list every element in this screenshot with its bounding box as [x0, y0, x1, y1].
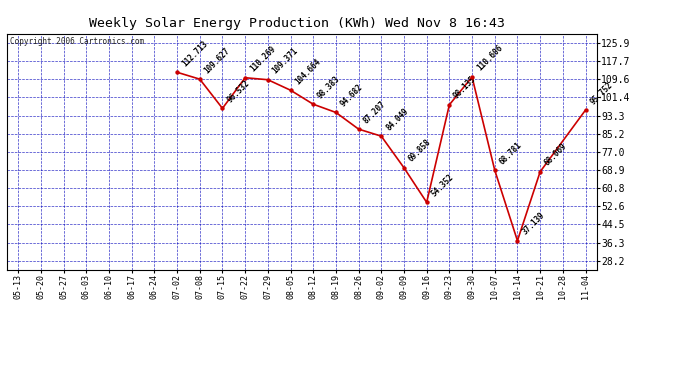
- Text: 109.627: 109.627: [203, 46, 232, 75]
- Point: [217, 105, 228, 111]
- Point: [353, 126, 364, 132]
- Point: [580, 107, 591, 113]
- Point: [421, 200, 432, 206]
- Text: 104.664: 104.664: [293, 57, 322, 86]
- Text: 95.752: 95.752: [589, 80, 614, 106]
- Point: [195, 76, 206, 82]
- Text: 110.269: 110.269: [248, 44, 277, 74]
- Text: 84.049: 84.049: [384, 106, 410, 132]
- Point: [239, 75, 250, 81]
- Text: 110.606: 110.606: [475, 44, 504, 73]
- Point: [489, 167, 500, 173]
- Point: [466, 74, 477, 80]
- Point: [535, 169, 546, 175]
- Point: [331, 110, 342, 116]
- Point: [398, 165, 409, 171]
- Text: 37.139: 37.139: [520, 211, 546, 237]
- Point: [512, 238, 523, 244]
- Point: [444, 102, 455, 108]
- Point: [285, 87, 296, 93]
- Text: 112.713: 112.713: [180, 39, 209, 68]
- Text: 68.781: 68.781: [497, 140, 524, 166]
- Text: 69.858: 69.858: [407, 138, 433, 164]
- Text: Weekly Solar Energy Production (KWh) Wed Nov 8 16:43: Weekly Solar Energy Production (KWh) Wed…: [89, 17, 504, 30]
- Point: [172, 69, 183, 75]
- Text: 94.682: 94.682: [339, 82, 365, 108]
- Point: [262, 77, 273, 83]
- Text: Copyright 2006 Cartronics.com: Copyright 2006 Cartronics.com: [10, 37, 144, 46]
- Text: 54.352: 54.352: [429, 172, 455, 198]
- Text: 98.383: 98.383: [316, 74, 342, 100]
- Text: 98.135: 98.135: [452, 75, 478, 100]
- Text: 96.532: 96.532: [225, 78, 251, 104]
- Text: 87.207: 87.207: [362, 99, 387, 125]
- Point: [308, 101, 319, 107]
- Text: 109.371: 109.371: [270, 46, 300, 75]
- Point: [376, 133, 387, 139]
- Text: 68.069: 68.069: [543, 142, 569, 168]
